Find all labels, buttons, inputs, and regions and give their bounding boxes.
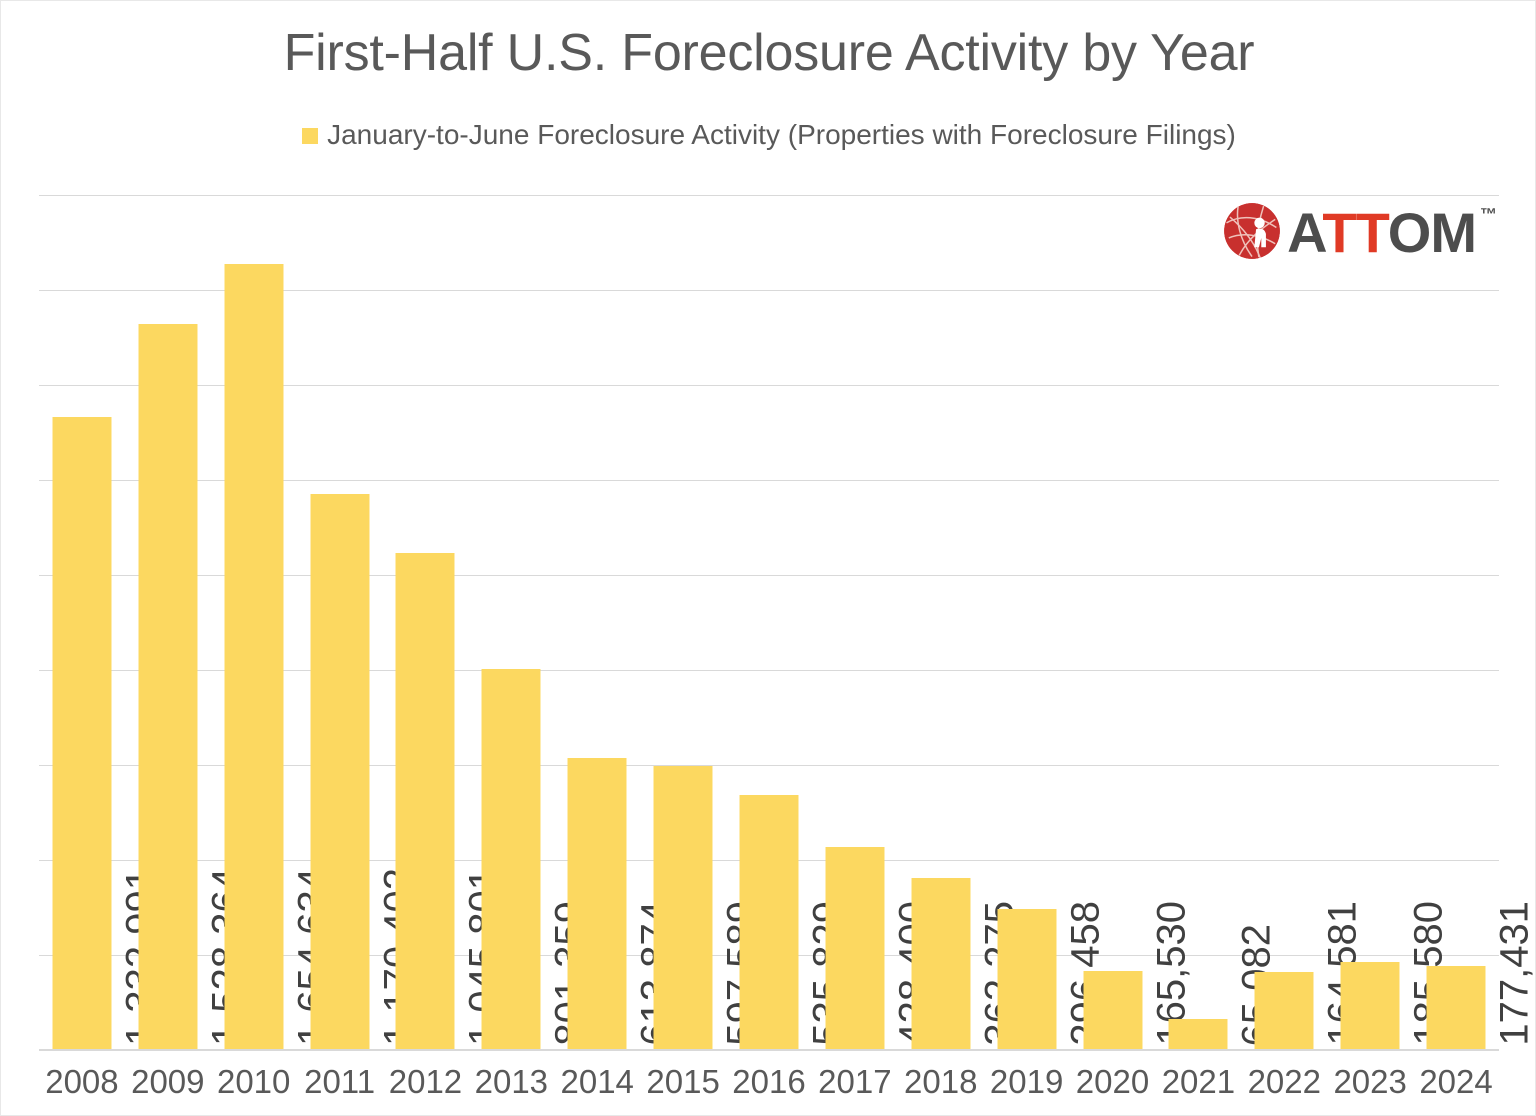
x-axis-tick-2012: 2012	[388, 1063, 463, 1100]
attom-wordmark-a: A	[1287, 201, 1323, 264]
x-axis-tick-2022: 2022	[1247, 1063, 1321, 1100]
bar[interactable]	[310, 494, 370, 1050]
bar-slot: 801,359	[468, 195, 592, 1050]
x-axis-tick-2014: 2014	[560, 1063, 634, 1100]
bar[interactable]	[1083, 971, 1143, 1050]
x-axis-labels: 2008 2009 2010 2011 2012 2013 2014 2015 2016 2017…	[39, 1063, 1499, 1109]
bar[interactable]	[52, 416, 112, 1050]
bar-slot: 296,458	[984, 195, 1107, 1050]
bar[interactable]	[481, 669, 541, 1050]
attom-wordmark: ATTOM	[1287, 205, 1477, 261]
bar[interactable]	[1168, 1019, 1228, 1050]
bar[interactable]	[395, 553, 455, 1050]
chart-legend: January-to-June Foreclosure Activity (Pr…	[1, 119, 1535, 151]
gridline	[39, 195, 1499, 196]
legend-color-swatch	[302, 128, 319, 144]
x-axis-tick-2009: 2009	[131, 1063, 205, 1100]
attom-wordmark-tt: TT	[1322, 201, 1388, 264]
x-axis-tick-2013: 2013	[474, 1063, 549, 1100]
x-axis-tick-2019: 2019	[989, 1063, 1064, 1100]
x-axis-tick-2021: 2021	[1161, 1063, 1236, 1100]
attom-wordmark-om: OM	[1387, 201, 1477, 264]
bar-slot: 185,580	[1327, 195, 1451, 1050]
bar[interactable]	[1340, 961, 1400, 1050]
gridline	[39, 765, 1499, 766]
bar[interactable]	[997, 909, 1057, 1050]
bar-slot: 428,400	[812, 195, 935, 1050]
x-axis-line	[39, 1049, 1499, 1051]
x-axis-tick-2010: 2010	[216, 1063, 291, 1100]
page-title: First-Half U.S. Foreclosure Activity by …	[283, 24, 1255, 82]
x-axis-tick-2020: 2020	[1075, 1063, 1150, 1100]
bar-slot: 164,581	[1241, 195, 1365, 1050]
bar[interactable]	[1254, 971, 1314, 1050]
bar[interactable]	[138, 324, 198, 1050]
x-axis-tick-2016: 2016	[732, 1063, 806, 1100]
bar[interactable]	[1426, 965, 1486, 1050]
attom-globe-icon	[1224, 203, 1280, 259]
bars-layer: 1,332,9911,528,3641,654,6341,170,4021,04…	[39, 195, 1535, 1050]
x-axis-tick-2024: 2024	[1419, 1063, 1493, 1100]
bar[interactable]	[567, 758, 627, 1050]
gridline	[39, 480, 1499, 481]
bar-slot: 1,654,634	[211, 195, 334, 1050]
plot-area: 1,332,9911,528,3641,654,6341,170,4021,04…	[39, 195, 1535, 1051]
bar-slot: 1,170,402	[297, 195, 420, 1050]
bar-slot: 535,829	[726, 195, 849, 1050]
gridline	[39, 575, 1499, 576]
bar-slot: 1,332,991	[39, 195, 162, 1050]
gridline	[39, 385, 1499, 386]
gridline	[39, 670, 1499, 671]
gridline	[39, 290, 1499, 291]
bar-slot: 597,589	[640, 195, 764, 1050]
x-axis-tick-2011: 2011	[304, 1063, 376, 1100]
bar[interactable]	[653, 766, 713, 1050]
bar-value-label: 177,431	[1492, 901, 1536, 1046]
bar-slot: 1,045,801	[383, 195, 506, 1050]
bar[interactable]	[224, 264, 284, 1050]
legend-series-label: January-to-June Foreclosure Activity (Pr…	[327, 119, 1236, 150]
bar-slot: 613,874	[554, 195, 678, 1050]
trademark-symbol: ™	[1480, 205, 1497, 224]
x-axis-tick-2017: 2017	[818, 1063, 892, 1100]
bar[interactable]	[825, 846, 885, 1050]
bar-slot: 165,530	[1070, 195, 1193, 1050]
x-axis-tick-2008: 2008	[45, 1063, 119, 1100]
bar-slot: 1,528,364	[125, 195, 248, 1050]
bar-slot: 362,275	[898, 195, 1021, 1050]
x-axis-tick-2023: 2023	[1333, 1063, 1407, 1100]
bar-slot: 65,082	[1155, 195, 1279, 1050]
bar[interactable]	[739, 795, 799, 1050]
x-axis-tick-2018: 2018	[904, 1063, 978, 1100]
bar-slot: 177,431	[1413, 195, 1535, 1050]
bar[interactable]	[911, 877, 971, 1050]
x-axis-tick-2015: 2015	[646, 1063, 720, 1100]
attom-logo: ATTOM ™	[1223, 199, 1499, 263]
